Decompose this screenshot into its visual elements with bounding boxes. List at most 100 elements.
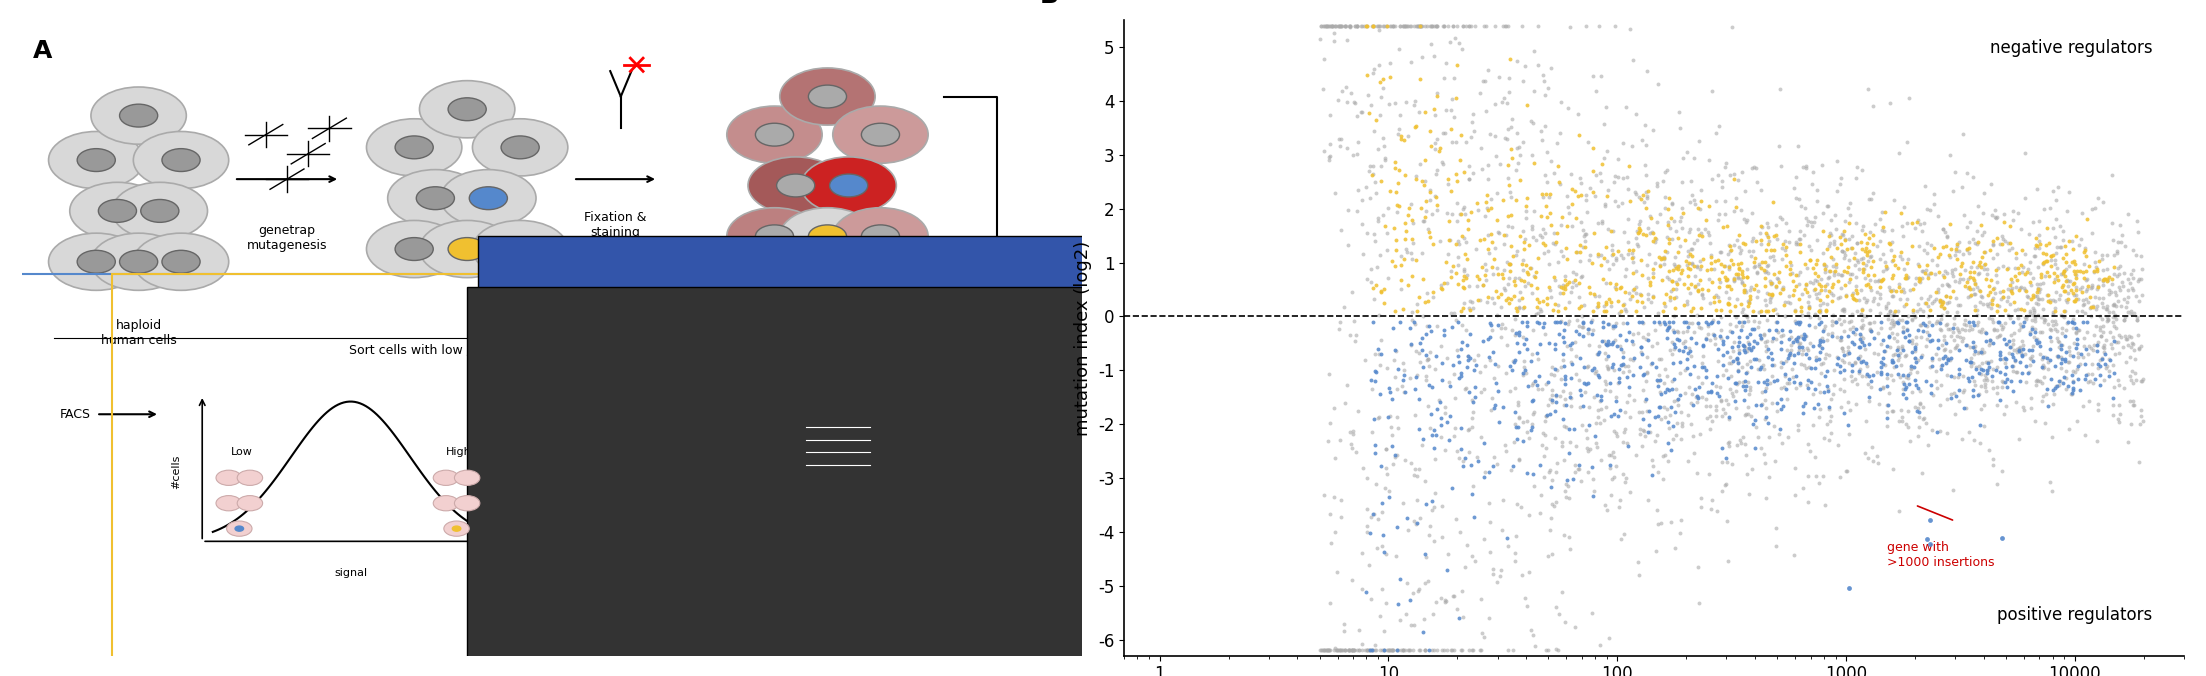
Point <box>2118 250 2153 261</box>
Point <box>2105 276 2140 287</box>
Point <box>1915 360 1950 371</box>
Point <box>1599 252 1635 263</box>
Point <box>1454 353 1489 364</box>
Point <box>1952 376 1988 387</box>
Point <box>1392 322 1427 333</box>
Point <box>1407 498 1443 509</box>
Point <box>1544 414 1579 425</box>
Point <box>1416 110 1452 120</box>
Point <box>1350 560 1385 571</box>
Point <box>1963 343 1999 354</box>
Point <box>1354 283 1390 294</box>
Point <box>1979 331 2014 342</box>
Point <box>1599 378 1635 389</box>
Point <box>1361 212 1396 223</box>
Point <box>1557 336 1593 347</box>
Point <box>1915 335 1950 345</box>
Point <box>2016 272 2052 283</box>
Point <box>1937 166 1972 177</box>
Point <box>1405 273 1441 284</box>
Point <box>1346 638 1381 649</box>
Point <box>1683 429 1718 440</box>
Point <box>1787 329 1822 339</box>
Point <box>1846 310 1882 321</box>
Text: A: A <box>33 39 53 64</box>
Point <box>1624 135 1659 145</box>
Point <box>2091 314 2127 324</box>
Point <box>2001 433 2036 444</box>
Point <box>1921 400 1957 410</box>
Point <box>1694 377 1730 388</box>
Point <box>1535 272 1571 283</box>
Point <box>1529 299 1564 310</box>
Point <box>1670 298 1705 309</box>
Point <box>1831 218 1866 228</box>
Point <box>1663 267 1699 278</box>
Point <box>1844 357 1880 368</box>
Point <box>1754 279 1789 290</box>
Point <box>2058 268 2093 279</box>
Point <box>1853 227 1888 238</box>
Point <box>1679 391 1714 402</box>
Point <box>1418 91 1454 102</box>
Point <box>1679 397 1714 408</box>
Point <box>1778 269 1813 280</box>
Point <box>1643 275 1679 286</box>
Point <box>1824 245 1860 256</box>
Point <box>1807 323 1842 334</box>
Point <box>1833 210 1868 220</box>
Point <box>1564 316 1599 327</box>
Point <box>2038 255 2074 266</box>
Point <box>1407 645 1443 656</box>
Point <box>1824 355 1860 366</box>
Point <box>1463 594 1498 605</box>
Point <box>1985 292 2021 303</box>
Point <box>1829 466 1864 477</box>
Point <box>1921 266 1957 277</box>
Point <box>1507 302 1542 313</box>
Point <box>1418 134 1454 145</box>
Point <box>1743 333 1778 344</box>
Point <box>2098 337 2133 347</box>
Point <box>1381 178 1416 189</box>
Point <box>2060 374 2096 385</box>
Point <box>1416 51 1452 62</box>
Point <box>1630 406 1666 416</box>
Point <box>1756 305 1791 316</box>
Point <box>2074 301 2109 312</box>
Point <box>1610 287 1646 298</box>
Point <box>1741 285 1776 296</box>
Point <box>1381 423 1416 434</box>
Point <box>1816 239 1851 249</box>
Circle shape <box>395 237 432 260</box>
Point <box>1606 366 1641 377</box>
Point <box>1802 341 1838 352</box>
Point <box>1310 645 1346 656</box>
Point <box>1348 20 1383 31</box>
Point <box>1666 346 1701 357</box>
Point <box>1725 307 1760 318</box>
Point <box>1641 260 1677 271</box>
Point <box>1791 255 1827 266</box>
Point <box>2052 423 2087 434</box>
Point <box>1701 282 1736 293</box>
Point <box>1703 246 1738 257</box>
Point <box>1445 204 1480 215</box>
Point <box>2056 375 2091 386</box>
Point <box>1577 362 1613 373</box>
Point <box>1974 240 2010 251</box>
Point <box>1405 434 1441 445</box>
Point <box>1445 612 1480 623</box>
Point <box>1348 586 1383 597</box>
Point <box>1579 301 1615 312</box>
Point <box>1379 235 1414 245</box>
Point <box>1851 391 1886 402</box>
Point <box>1549 422 1584 433</box>
Point <box>1780 339 1816 349</box>
Point <box>2116 283 2151 293</box>
Point <box>1608 102 1643 113</box>
Point <box>1584 395 1619 406</box>
Point <box>1372 645 1407 656</box>
Point <box>2052 260 2087 271</box>
Point <box>1831 347 1866 358</box>
